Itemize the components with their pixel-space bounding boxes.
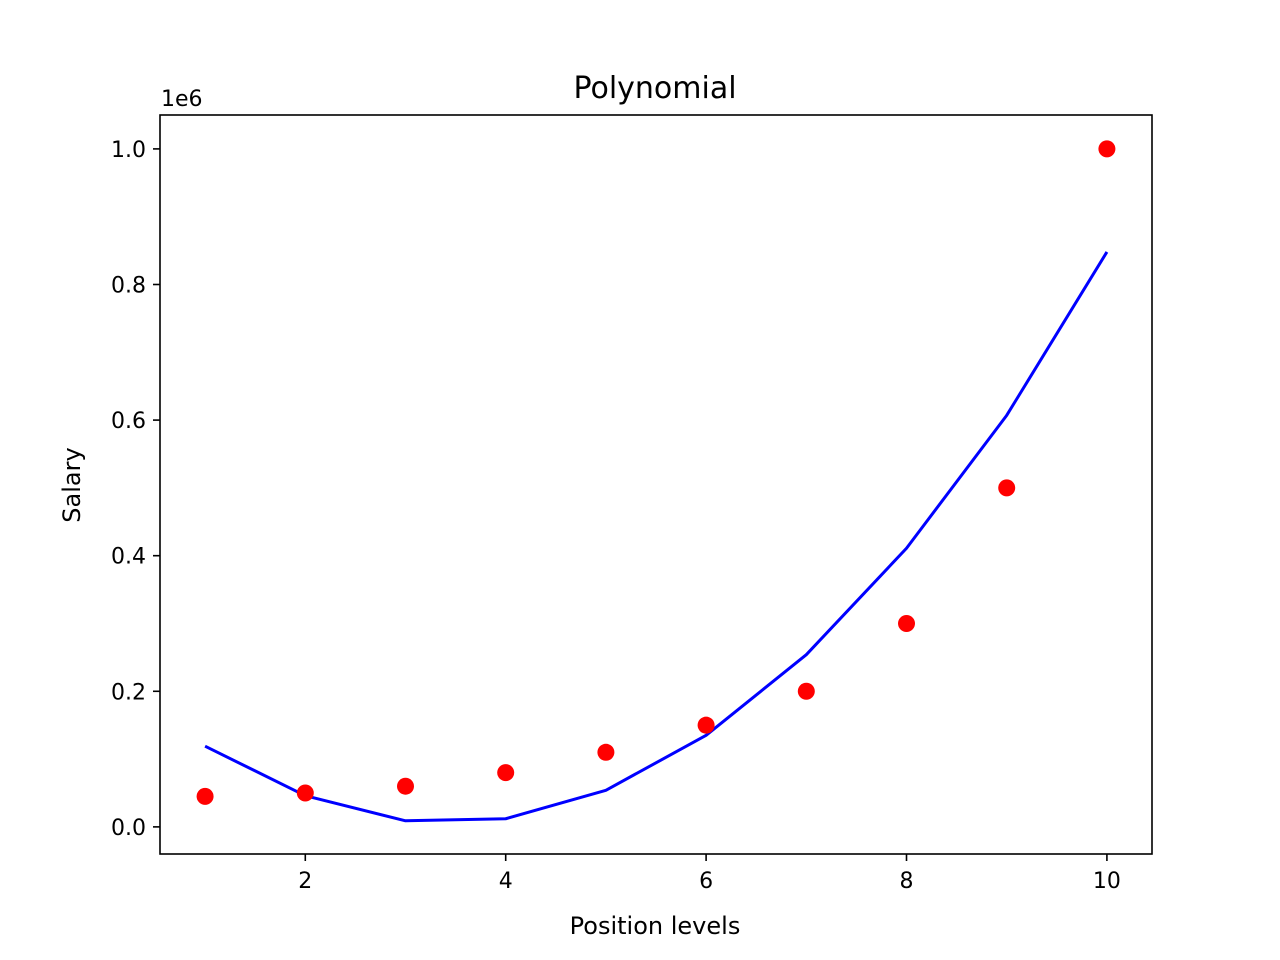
axes-frame xyxy=(159,114,1153,855)
scatter-point xyxy=(497,764,515,782)
scatter-point xyxy=(697,716,715,734)
y-axis-label: Salary xyxy=(58,447,86,522)
x-axis-label: Position levels xyxy=(570,912,741,940)
plot-area xyxy=(196,140,1116,823)
scatter-point xyxy=(797,682,815,700)
scatter-point xyxy=(296,784,314,802)
scatter-point xyxy=(998,479,1016,497)
fit-line xyxy=(204,251,1109,823)
x-tick-label: 6 xyxy=(699,869,713,894)
y-offset-label: 1e6 xyxy=(161,87,203,112)
x-tick-label: 10 xyxy=(1093,869,1121,894)
y-tick-label: 0.2 xyxy=(111,680,146,705)
y-tick-label: 1.0 xyxy=(111,138,146,163)
y-tick-label: 0.8 xyxy=(111,273,146,298)
x-tick-label: 8 xyxy=(900,869,914,894)
y-tick-label: 0.4 xyxy=(111,545,146,570)
scatter-point xyxy=(196,787,214,805)
scatter-point xyxy=(1098,140,1116,158)
y-tick-label: 0.6 xyxy=(111,409,146,434)
x-tick-label: 2 xyxy=(298,869,312,894)
scatter-point xyxy=(898,614,916,632)
scatter-point xyxy=(597,743,615,761)
chart-title: Polynomial xyxy=(573,71,736,106)
x-tick-label: 4 xyxy=(499,869,513,894)
scatter-point xyxy=(396,777,414,795)
y-tick-label: 0.0 xyxy=(111,816,146,841)
